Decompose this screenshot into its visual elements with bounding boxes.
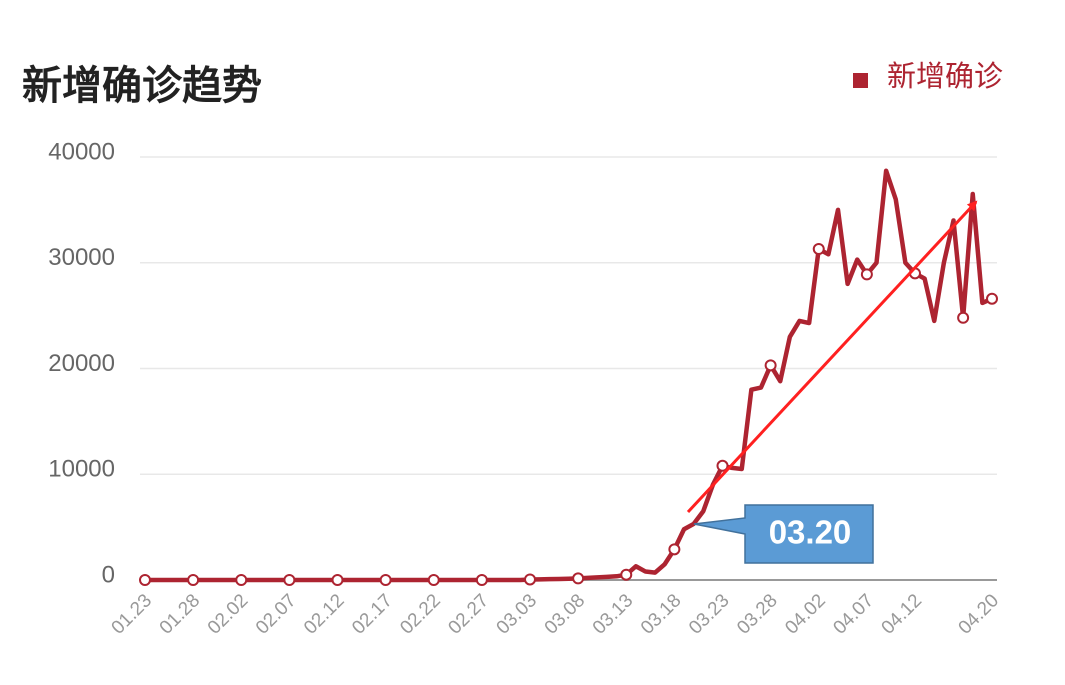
- legend-swatch: [853, 73, 868, 88]
- x-tick-label: 02.07: [252, 590, 300, 638]
- point-marker: [475, 574, 488, 586]
- point-marker: [668, 543, 681, 556]
- x-tick-label: 04.20: [955, 590, 1003, 638]
- point-marker: [620, 568, 633, 581]
- x-tick-label: 03.23: [685, 590, 733, 638]
- point-marker: [187, 574, 200, 586]
- x-tick-label: 02.02: [204, 590, 252, 638]
- x-tick-label: 02.12: [300, 590, 348, 638]
- point-marker: [379, 574, 392, 586]
- point-marker: [427, 574, 440, 586]
- x-tick-label: 04.12: [878, 590, 926, 638]
- callout: 03.20: [693, 504, 874, 564]
- point-marker: [524, 573, 536, 586]
- point-marker: [235, 574, 248, 586]
- trend-arrow: [686, 200, 978, 514]
- x-tick-label: 02.27: [444, 590, 492, 638]
- point-marker: [957, 311, 970, 324]
- y-tick-label: 40000: [48, 138, 115, 165]
- y-tick-label: 30000: [48, 244, 115, 271]
- point-marker: [986, 292, 998, 305]
- point-marker: [812, 243, 825, 256]
- x-tick-label: 04.02: [781, 590, 829, 638]
- x-tick-label: 03.13: [589, 590, 637, 638]
- chart-title: 新增确诊趋势: [22, 63, 262, 109]
- point-marker: [716, 459, 729, 472]
- x-tick-label: 01.28: [156, 590, 204, 638]
- x-tick-label: 03.08: [541, 590, 589, 638]
- x-tick-label: 01.23: [108, 590, 156, 638]
- x-tick-label: 04.07: [829, 590, 877, 638]
- callout-box: [693, 504, 874, 564]
- y-tick-label: 20000: [48, 350, 115, 377]
- point-marker: [139, 574, 151, 586]
- y-tick-label: 10000: [48, 456, 115, 483]
- x-tick-label: 03.03: [493, 590, 541, 638]
- x-tick-label: 02.22: [396, 590, 444, 638]
- x-tick-label: 03.18: [637, 590, 685, 638]
- point-marker: [283, 574, 296, 586]
- x-tick-label: 02.17: [348, 590, 396, 638]
- x-tick-label: 03.28: [733, 590, 781, 638]
- point-marker: [331, 574, 344, 586]
- legend-label: 新增确诊: [887, 59, 1003, 93]
- callout-text: 03.20: [769, 514, 852, 551]
- y-tick-label: 0: [102, 561, 115, 588]
- point-marker: [764, 359, 777, 372]
- point-marker: [860, 268, 873, 281]
- point-marker: [572, 572, 585, 585]
